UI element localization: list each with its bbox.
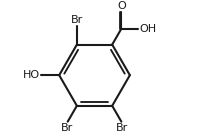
Text: O: O: [117, 1, 126, 11]
Text: Br: Br: [71, 15, 83, 25]
Text: OH: OH: [139, 24, 156, 34]
Text: HO: HO: [23, 70, 40, 80]
Text: Br: Br: [116, 123, 128, 133]
Text: Br: Br: [61, 123, 73, 133]
